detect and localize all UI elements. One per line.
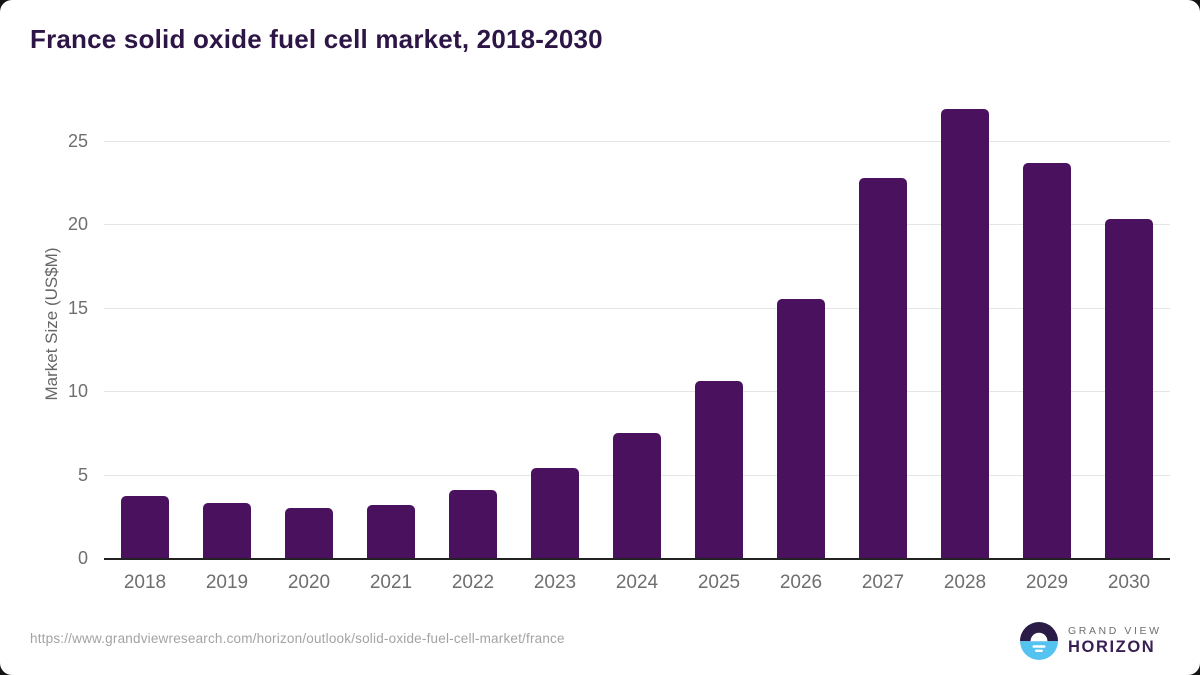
- x-axis-tick-label: 2026: [779, 572, 823, 593]
- chart-bar-2029: [1023, 162, 1071, 558]
- bar-slot-2026: [760, 99, 842, 558]
- gridline-15: [104, 307, 1170, 309]
- x-axis-line: [104, 558, 1170, 560]
- bar-slot-2028: [924, 99, 1006, 558]
- chart-bar-2025: [695, 381, 743, 558]
- logo-text: GRAND VIEW HORIZON: [1068, 625, 1162, 657]
- bar-slot-2021: [350, 99, 432, 558]
- y-axis-tick-label: 0: [77, 548, 88, 568]
- bar-series: [104, 99, 1170, 558]
- bar-slot-2022: [432, 99, 514, 558]
- bar-slot-2025: [678, 99, 760, 558]
- x-axis-tick-label: 2029: [1025, 572, 1069, 593]
- bar-slot-2019: [186, 99, 268, 558]
- chart-bar-2019: [203, 502, 251, 558]
- chart-bar-2022: [449, 489, 497, 558]
- gridline-20: [104, 224, 1170, 226]
- chart-bar-2027: [859, 177, 907, 558]
- x-axis-tick-label: 2030: [1107, 572, 1151, 593]
- bar-slot-2029: [1006, 99, 1088, 558]
- x-axis-tick-label: 2021: [369, 572, 413, 593]
- bar-slot-2018: [104, 99, 186, 558]
- x-axis-tick-label: 2024: [615, 572, 659, 593]
- x-axis-tick-label: 2022: [451, 572, 495, 593]
- x-axis-tick-label: 2019: [205, 572, 249, 593]
- y-axis-tick-label: 20: [67, 214, 88, 235]
- x-axis-tick-label: 2020: [287, 572, 331, 593]
- chart-title: France solid oxide fuel cell market, 201…: [30, 24, 603, 54]
- chart-bar-2023: [531, 467, 579, 558]
- gridline-25: [104, 141, 1170, 142]
- grand-view-horizon-logo: GRAND VIEW HORIZON: [1020, 622, 1162, 660]
- x-axis-tick-label: 2018: [123, 572, 167, 593]
- gridline-10: [104, 391, 1170, 393]
- y-axis-tick-label: 25: [67, 131, 88, 151]
- chart-bar-2020: [285, 507, 333, 558]
- chart-bar-2028: [941, 109, 989, 558]
- x-axis-tick-label: 2027: [861, 572, 905, 593]
- x-axis-tick-label: 2023: [533, 572, 577, 593]
- chart-bar-2030: [1105, 219, 1153, 558]
- bar-slot-2024: [596, 99, 678, 558]
- bar-slot-2023: [514, 99, 596, 558]
- y-axis-tick-label: 10: [67, 381, 88, 402]
- x-axis-tick-label: 2028: [943, 572, 987, 593]
- y-axis-tick-label: 5: [77, 464, 88, 485]
- source-url: https://www.grandviewresearch.com/horizo…: [30, 631, 565, 646]
- chart-bar-2026: [777, 299, 825, 558]
- plot-area: [104, 99, 1170, 559]
- bar-slot-2027: [842, 99, 924, 558]
- chart-bar-2018: [121, 496, 169, 558]
- bar-slot-2020: [268, 99, 350, 558]
- y-axis-tick-label: 15: [67, 297, 88, 318]
- logo-grand-view-label: GRAND VIEW: [1068, 625, 1162, 637]
- chart-bar-2024: [613, 432, 661, 558]
- x-axis-tick-label: 2025: [697, 572, 741, 593]
- x-axis: 2018 2019 2020 2021 2022 2023 2024 2025 2026 2027…: [104, 572, 1170, 596]
- logo-horizon-label: HORIZON: [1068, 638, 1156, 656]
- bar-slot-2030: [1088, 99, 1170, 558]
- chart-bar-2021: [367, 504, 415, 558]
- horizon-sun-icon: [1020, 622, 1058, 660]
- y-axis: 0 5 10 15 20 25: [0, 99, 88, 568]
